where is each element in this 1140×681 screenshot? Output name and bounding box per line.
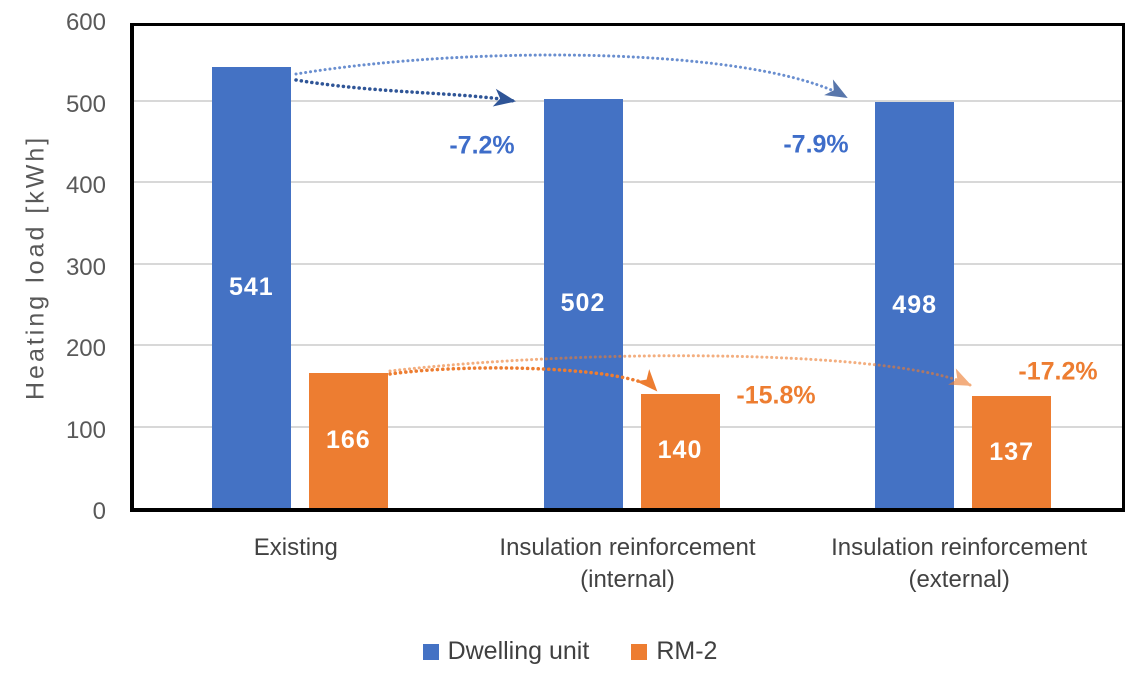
category-label-2: Insulation reinforcement (external) [831, 534, 1088, 594]
bar-dwelling-unit-1: 502 [543, 98, 623, 508]
bar-rm-2-0: 166 [308, 372, 388, 508]
pct-annotation-3: -17.2% [1018, 357, 1098, 386]
gridline-300 [134, 262, 1122, 265]
pct-annotation-2: -15.8% [736, 381, 816, 410]
bar-dwelling-unit-0: 541 [211, 67, 291, 508]
bar-value-label: 498 [892, 290, 938, 319]
bar-rm-2-1: 140 [640, 393, 720, 508]
y-tick-label: 100 [65, 416, 106, 444]
y-tick-label: 200 [65, 335, 106, 362]
category-label-1: Insulation reinforcement (internal) [499, 534, 756, 594]
bar-value-label: 502 [560, 288, 606, 317]
bar-rm-2-2: 137 [972, 396, 1052, 508]
pct-annotation-0: -7.2% [449, 131, 515, 160]
legend-label: RM-2 [656, 637, 718, 665]
legend-label: Dwelling unit [447, 637, 590, 665]
y-tick-label: 500 [65, 90, 106, 118]
y-tick-label: 400 [65, 172, 106, 199]
y-tick-label: 600 [65, 9, 106, 36]
y-tick-label: 300 [65, 253, 106, 281]
bar-dwelling-unit-2: 498 [875, 102, 955, 508]
category-label-0: Existing [253, 534, 338, 561]
legend-item-rm-2: RM-2 [631, 637, 717, 666]
gridline-100 [134, 425, 1122, 428]
legend-item-dwelling-unit: Dwelling unit [422, 637, 590, 666]
bar-value-label: 541 [228, 273, 274, 302]
gridline-500 [134, 99, 1122, 102]
legend: Dwelling unit RM-2 [0, 637, 1140, 666]
bar-value-label: 166 [325, 425, 371, 454]
gridline-200 [134, 344, 1122, 346]
pct-annotation-1: -7.9% [783, 130, 849, 159]
plot-area: 541 502 498 166 140 137 [130, 23, 1125, 512]
legend-swatch [631, 643, 648, 660]
y-tick-label: 0 [92, 498, 106, 525]
legend-swatch [422, 643, 439, 660]
bar-value-label: 140 [657, 436, 703, 465]
bar-value-label: 137 [989, 437, 1035, 466]
gridline-400 [134, 181, 1122, 183]
